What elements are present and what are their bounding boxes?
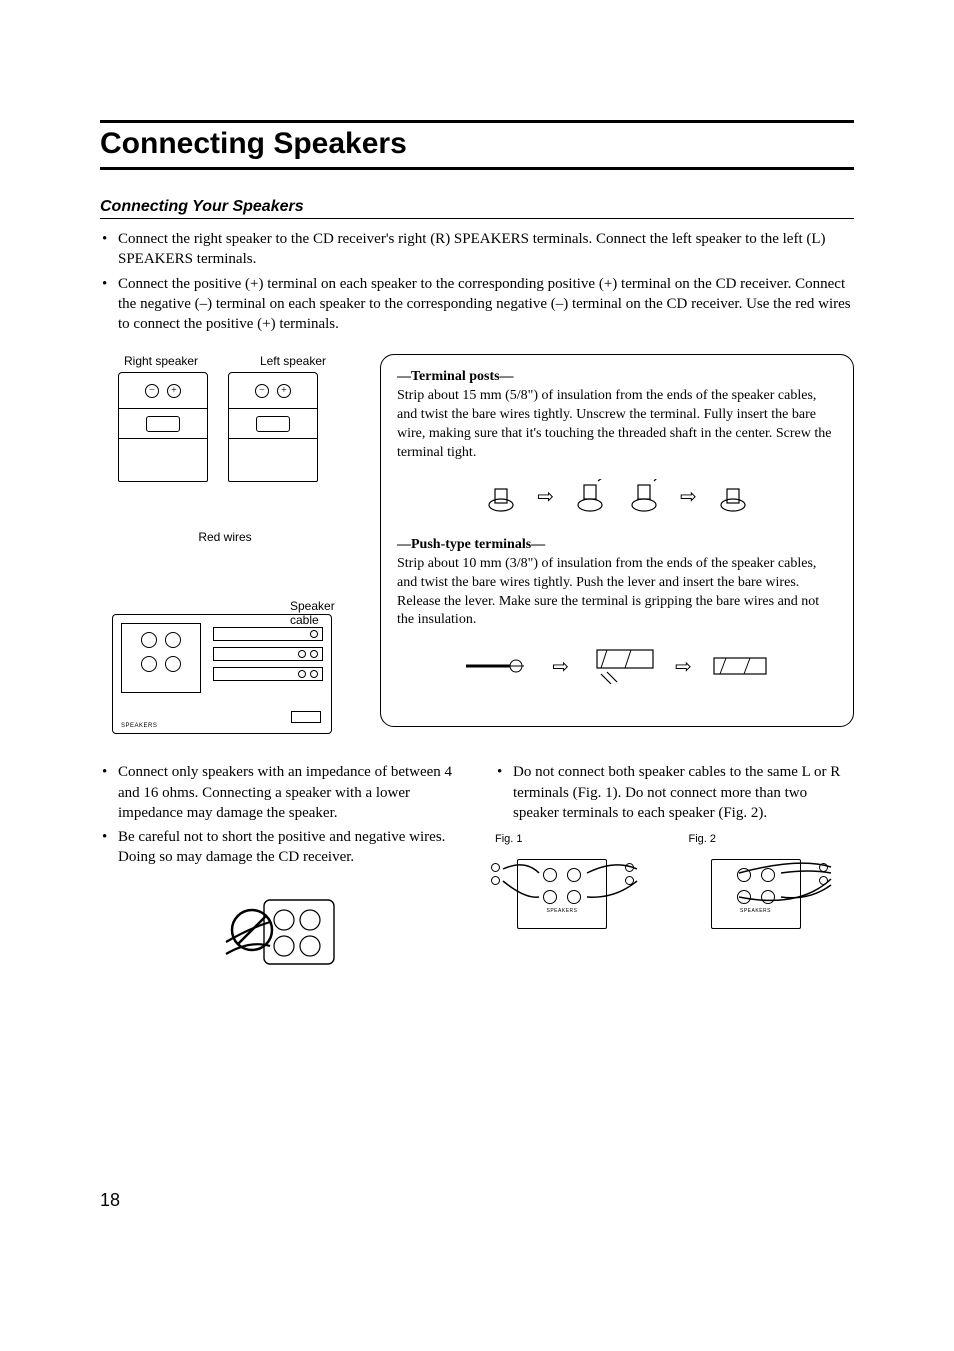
wrong-wiring-list: Do not connect both speaker cables to th… — [495, 762, 854, 823]
figure-1: Fig. 1 SPEAKERS — [495, 833, 661, 939]
arrow-right-icon: ⇨ — [675, 654, 692, 679]
arrow-right-icon: ⇨ — [680, 484, 697, 509]
page-number: 18 — [100, 1190, 120, 1211]
red-wires-label: Red wires — [100, 530, 350, 544]
terminal-post-step-icon — [715, 479, 751, 515]
lower-left-column: Connect only speakers with an impedance … — [100, 762, 459, 977]
terminal-instructions-callout: —Terminal posts— Strip about 15 mm (5/8"… — [380, 354, 854, 727]
figure-2-label: Fig. 2 — [689, 833, 855, 845]
push-type-body: Strip about 10 mm (3/8") of insulation f… — [397, 555, 837, 631]
figure-2: Fig. 2 SPEAKERS — [689, 833, 855, 939]
push-terminal-closed-icon — [710, 652, 770, 680]
lower-right-column: Do not connect both speaker cables to th… — [495, 762, 854, 977]
list-item: Connect the right speaker to the CD rece… — [100, 229, 854, 270]
stripped-wire-icon — [464, 652, 534, 680]
short-circuit-figure — [100, 878, 459, 978]
figure-1-label: Fig. 1 — [495, 833, 661, 845]
right-speaker-icon: −+ — [118, 372, 208, 482]
terminal-post-step-icon — [572, 479, 608, 515]
receiver-speakers-label: SPEAKERS — [121, 723, 157, 729]
terminal-post-step-icon — [626, 479, 662, 515]
terminal-posts-figure: ⇨ ⇨ — [397, 479, 837, 515]
fig2-wires-icon — [689, 849, 839, 939]
receiver-rear-panel-icon: SPEAKERS — [112, 614, 332, 734]
push-type-heading: —Push-type terminals— — [397, 537, 837, 553]
left-speaker-icon: −+ — [228, 372, 318, 482]
push-terminal-insert-icon — [587, 646, 657, 686]
diagram-and-callout-row: Right speaker Left speaker −+ −+ Red wir… — [100, 354, 854, 734]
terminal-posts-body: Strip about 15 mm (5/8") of insulation f… — [397, 387, 837, 463]
section-heading: Connecting Your Speakers — [100, 198, 854, 219]
terminal-post-step-icon — [483, 479, 519, 515]
fig1-wires-icon — [495, 849, 645, 939]
manual-page: Connecting Speakers Connecting Your Spea… — [0, 0, 954, 1351]
lower-two-column: Connect only speakers with an impedance … — [100, 762, 854, 977]
figure-row: Fig. 1 SPEAKERS — [495, 833, 854, 939]
do-not-short-icon — [220, 878, 340, 978]
arrow-right-icon: ⇨ — [537, 484, 554, 509]
list-item: Do not connect both speaker cables to th… — [495, 762, 854, 823]
right-speaker-label: Right speaker — [124, 354, 198, 368]
page-title: Connecting Speakers — [100, 120, 854, 170]
caution-list: Connect only speakers with an impedance … — [100, 762, 459, 867]
arrow-right-icon: ⇨ — [552, 654, 569, 679]
intro-bullet-list: Connect the right speaker to the CD rece… — [100, 229, 854, 334]
left-speaker-label: Left speaker — [260, 354, 326, 368]
list-item: Connect the positive (+) terminal on eac… — [100, 274, 854, 335]
push-type-figure: ⇨ ⇨ — [397, 646, 837, 686]
list-item: Connect only speakers with an impedance … — [100, 762, 459, 823]
speaker-wiring-diagram: Right speaker Left speaker −+ −+ Red wir… — [100, 354, 350, 734]
list-item: Be careful not to short the positive and… — [100, 827, 459, 868]
terminal-posts-heading: —Terminal posts— — [397, 369, 837, 385]
